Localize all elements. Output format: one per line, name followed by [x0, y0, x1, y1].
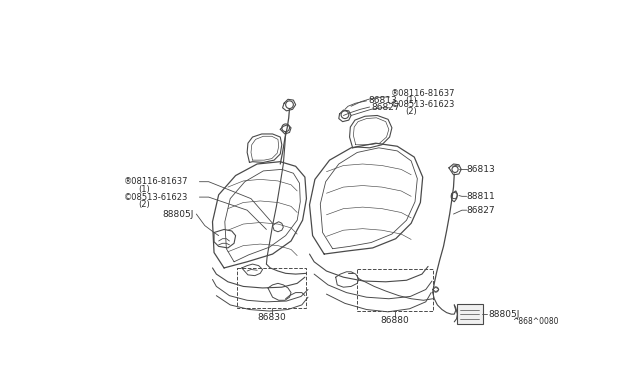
Text: 86827: 86827 [467, 206, 495, 215]
Bar [357, 269, 433, 311]
Text: 86813: 86813 [368, 96, 397, 105]
FancyBboxPatch shape [456, 304, 483, 324]
Bar [237, 268, 307, 308]
Text: 86880: 86880 [381, 316, 410, 325]
Text: (2): (2) [138, 200, 150, 209]
Text: ®08116-81637: ®08116-81637 [124, 177, 188, 186]
Text: ^868^0080: ^868^0080 [513, 317, 559, 326]
Text: 88811: 88811 [467, 192, 495, 201]
Text: ©08513-61623: ©08513-61623 [391, 100, 456, 109]
Text: (1): (1) [405, 96, 417, 105]
Text: (2): (2) [405, 107, 417, 116]
Text: (1): (1) [138, 185, 150, 194]
Text: ®08116-81637: ®08116-81637 [391, 89, 456, 97]
Text: 88805J: 88805J [163, 209, 194, 218]
Text: 86813: 86813 [467, 165, 495, 174]
Text: 88805J: 88805J [488, 310, 520, 319]
Text: ©08513-61623: ©08513-61623 [124, 193, 188, 202]
Text: 86827: 86827 [371, 103, 400, 112]
Text: 86830: 86830 [257, 313, 286, 322]
